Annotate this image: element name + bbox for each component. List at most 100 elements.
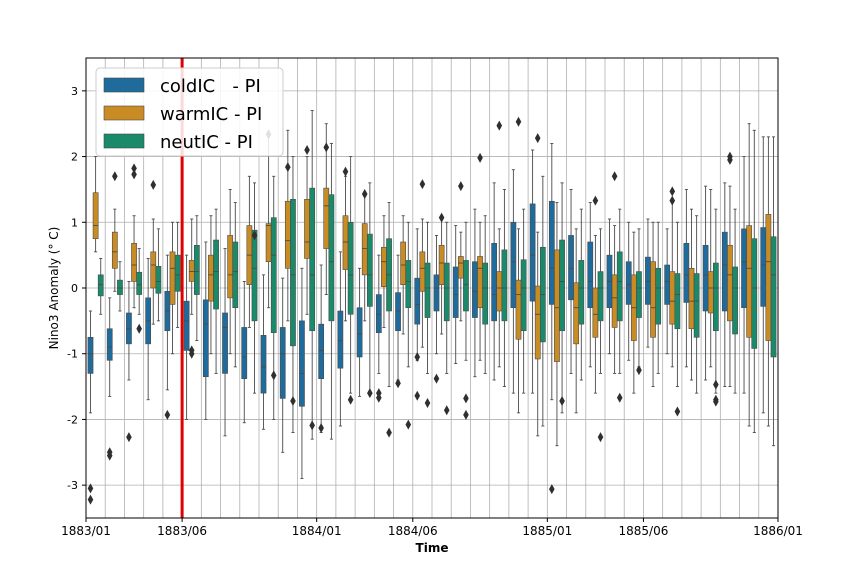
box	[554, 249, 560, 362]
box	[323, 187, 330, 249]
box	[559, 239, 565, 332]
box	[117, 279, 123, 295]
outlier-point	[611, 171, 618, 182]
box	[131, 243, 137, 282]
box	[260, 335, 267, 394]
outlier-point	[405, 419, 412, 430]
y-tick-label: 3	[71, 85, 78, 98]
box	[309, 187, 316, 332]
legend-label: warmIC - PI	[160, 104, 262, 125]
x-tick-label: 1885/01	[522, 524, 572, 538]
outlier-point	[414, 390, 421, 401]
box	[222, 312, 228, 374]
outlier-point	[136, 323, 142, 334]
outlier-point	[376, 392, 382, 403]
x-tick-label: 1885/06	[619, 524, 669, 538]
box	[688, 267, 695, 330]
box	[342, 215, 349, 270]
outlier-point	[713, 379, 719, 390]
series-2	[97, 110, 777, 447]
box	[111, 231, 118, 269]
x-tick-label: 1884/06	[388, 524, 438, 538]
box	[534, 285, 541, 360]
outlier-point	[361, 189, 368, 200]
outlier-point	[309, 420, 315, 431]
outlier-point	[669, 195, 676, 206]
box	[405, 260, 412, 309]
box	[290, 198, 296, 347]
x-tick-label: 1883/01	[61, 524, 111, 538]
box	[424, 262, 431, 318]
box	[106, 328, 113, 361]
box	[597, 271, 604, 322]
box	[279, 327, 286, 399]
box	[375, 294, 382, 333]
outlier-point	[549, 484, 555, 495]
outlier-point	[188, 348, 195, 359]
box	[414, 277, 421, 325]
outlier-point	[414, 352, 421, 362]
box	[438, 244, 445, 286]
y-tick-label: 2	[71, 151, 78, 164]
outlier-point	[318, 422, 324, 433]
outlier-point	[727, 151, 733, 162]
box	[650, 261, 656, 338]
outlier-point	[419, 179, 426, 190]
box	[97, 274, 104, 297]
outlier-point	[342, 166, 349, 177]
box	[765, 214, 772, 341]
x-axis-label: Time	[416, 541, 449, 555]
box	[491, 243, 498, 322]
outlier-point	[674, 406, 681, 417]
outlier-point	[347, 394, 354, 405]
box	[702, 244, 709, 312]
box	[573, 282, 580, 345]
outlier-point	[424, 398, 431, 408]
box	[741, 228, 747, 309]
box	[669, 271, 676, 325]
box	[136, 271, 143, 295]
box	[625, 261, 632, 305]
box	[241, 327, 248, 379]
box	[674, 273, 681, 330]
box	[174, 254, 181, 292]
legend: coldIC - PI warmIC - PI neutIC - PI	[95, 67, 284, 157]
box	[433, 274, 440, 312]
box	[751, 238, 758, 349]
box	[299, 320, 305, 407]
outlier-point	[112, 171, 118, 182]
box	[92, 192, 99, 240]
legend-label: coldIC - PI	[160, 76, 261, 97]
box	[395, 292, 401, 332]
box	[361, 223, 368, 276]
box	[265, 223, 272, 263]
box	[400, 241, 407, 286]
box	[270, 217, 277, 333]
box	[760, 227, 767, 307]
box	[732, 266, 738, 335]
outlier-point	[323, 142, 330, 153]
y-tick-label: -3	[67, 479, 78, 492]
box	[419, 251, 426, 292]
outlier-point	[150, 179, 157, 190]
outlier-point	[131, 163, 137, 174]
outlier-point	[669, 186, 676, 197]
outlier-point	[433, 373, 440, 384]
box	[356, 307, 363, 358]
legend-swatch	[103, 77, 145, 93]
box	[477, 256, 483, 309]
outlier-point	[290, 396, 296, 407]
outlier-point	[304, 145, 310, 155]
box	[578, 260, 585, 325]
y-tick-label: 0	[71, 282, 78, 295]
box	[529, 203, 536, 302]
box	[457, 256, 464, 279]
legend-swatch	[103, 133, 145, 149]
box	[328, 194, 335, 322]
box	[611, 274, 618, 328]
x-axis: 1883/01 1883/06 1884/01 1884/06 1885/01 1885/…	[61, 518, 803, 538]
box	[318, 323, 325, 379]
box	[587, 241, 594, 309]
box	[482, 262, 489, 325]
